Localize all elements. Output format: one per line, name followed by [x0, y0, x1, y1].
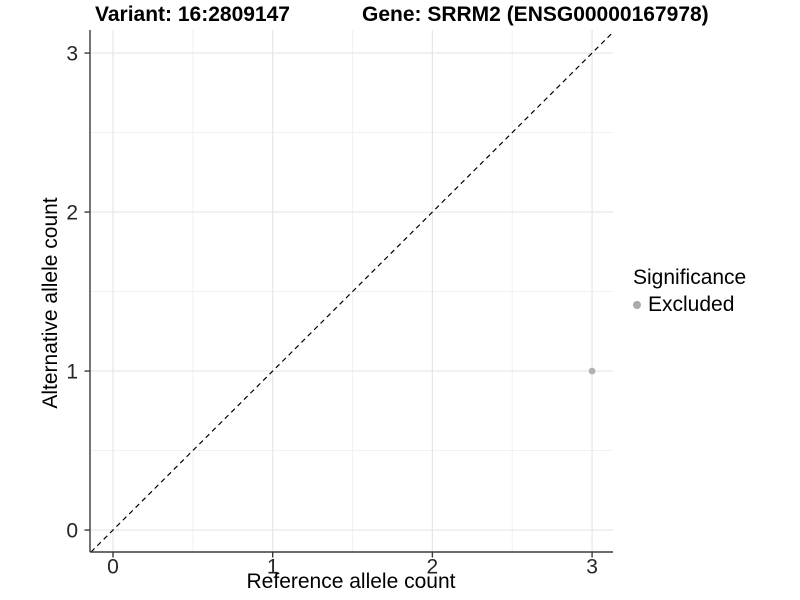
identity-dashed-line — [90, 31, 614, 553]
legend-point-icon — [633, 301, 641, 309]
y-tick-label: 1 — [66, 361, 78, 384]
variant-title: Variant: 16:2809147 — [95, 3, 290, 26]
legend-item-label: Excluded — [648, 293, 735, 316]
x-tick-label: 0 — [107, 556, 119, 579]
x-tick-label: 3 — [586, 556, 598, 579]
x-axis-label: Reference allele count — [246, 570, 456, 593]
legend-title: Significance — [633, 266, 747, 289]
data-point — [588, 367, 596, 375]
x-tick-label: 2 — [427, 556, 439, 579]
y-axis-label: Alternative allele count — [39, 197, 62, 409]
y-tick-label: 0 — [66, 520, 78, 543]
legend-item: Excluded — [633, 293, 746, 317]
y-tick-label: 2 — [66, 202, 78, 225]
legend: Significance Excluded — [633, 266, 746, 317]
y-tick-label: 3 — [66, 43, 78, 66]
x-tick-label: 1 — [267, 556, 279, 579]
gene-title: Gene: SRRM2 (ENSG00000167978) — [362, 3, 709, 26]
legend-items: Excluded — [633, 293, 746, 317]
